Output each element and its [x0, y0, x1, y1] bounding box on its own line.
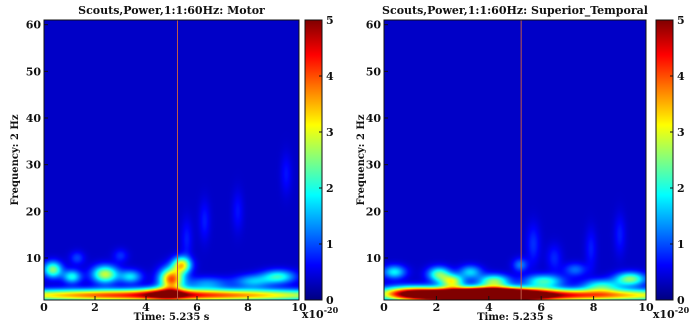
colorbar-exponent-label: x10-20 — [302, 305, 339, 321]
colorbar-tick-label: 3 — [326, 126, 334, 139]
chart-title: Scouts,Power,1:1:60Hz: Superior_Temporal — [382, 4, 648, 18]
y-tick-label: 30 — [366, 159, 382, 172]
y-tick-label: 50 — [26, 65, 42, 78]
spectrogram-heatmap — [44, 20, 299, 300]
colorbar-tick-label: 3 — [677, 126, 685, 139]
spectrogram-panel-superior-temporal: Scouts,Power,1:1:60Hz: Superior_Temporal… — [346, 0, 697, 322]
y-tick-label: 60 — [366, 19, 382, 32]
colorbar-tick-label: 5 — [326, 14, 334, 27]
colorbar-tick-label: 1 — [326, 238, 334, 251]
y-tick-label: 30 — [26, 159, 42, 172]
y-tick-label: 10 — [26, 252, 42, 265]
colorbar-tick-label: 0 — [326, 294, 334, 307]
colorbar-tick-label: 1 — [677, 238, 685, 251]
y-tick-label: 60 — [26, 19, 42, 32]
colorbar-tick-label: 2 — [677, 182, 685, 195]
x-tick-label: 2 — [91, 301, 99, 314]
colorbar-tick-label: 0 — [677, 294, 685, 307]
chart-title: Scouts,Power,1:1:60Hz: Motor — [78, 4, 265, 17]
colorbar-tick-label: 2 — [326, 182, 334, 195]
x-tick-label: 6 — [537, 301, 545, 314]
x-tick-label: 10 — [638, 301, 654, 314]
spectrogram-chart: Scouts,Power,1:1:60Hz: Superior_Temporal… — [356, 4, 690, 322]
x-tick-label: 0 — [380, 301, 388, 314]
y-tick-label: 50 — [366, 65, 382, 78]
x-tick-label: 10 — [291, 301, 307, 314]
colorbar — [655, 19, 674, 301]
colorbar-exponent-label: x10-20 — [653, 305, 690, 321]
x-axis-label: Time: 5.235 s — [477, 312, 553, 322]
x-tick-label: 8 — [244, 301, 252, 314]
plot-frame — [383, 19, 647, 301]
x-axis-label: Time: 5.235 s — [134, 312, 210, 322]
y-tick-label: 40 — [26, 112, 42, 125]
colorbar-tick-label: 4 — [326, 70, 334, 83]
colorbar-tick-label: 5 — [677, 14, 685, 27]
colorbar-tick-label: 4 — [677, 70, 685, 83]
y-tick-label: 20 — [26, 205, 42, 218]
spectrogram-panel-motor: Scouts,Power,1:1:60Hz: Motor 0 2 4 6 8 10 10 20 3… — [0, 0, 346, 322]
y-tick-label: 20 — [366, 205, 382, 218]
y-axis-label: Frequency: 2 Hz — [356, 114, 367, 205]
x-tick-label: 4 — [142, 301, 150, 314]
x-tick-label: 8 — [590, 301, 598, 314]
y-tick-label: 10 — [366, 252, 382, 265]
x-tick-label: 6 — [193, 301, 201, 314]
x-tick-label: 4 — [485, 301, 493, 314]
spectrogram-heatmap — [384, 20, 646, 300]
colorbar — [304, 19, 323, 301]
y-axis-label: Frequency: 2 Hz — [10, 114, 21, 205]
x-tick-label: 2 — [433, 301, 441, 314]
x-tick-label: 0 — [40, 301, 48, 314]
plot-frame — [43, 19, 300, 301]
y-tick-label: 40 — [366, 112, 382, 125]
